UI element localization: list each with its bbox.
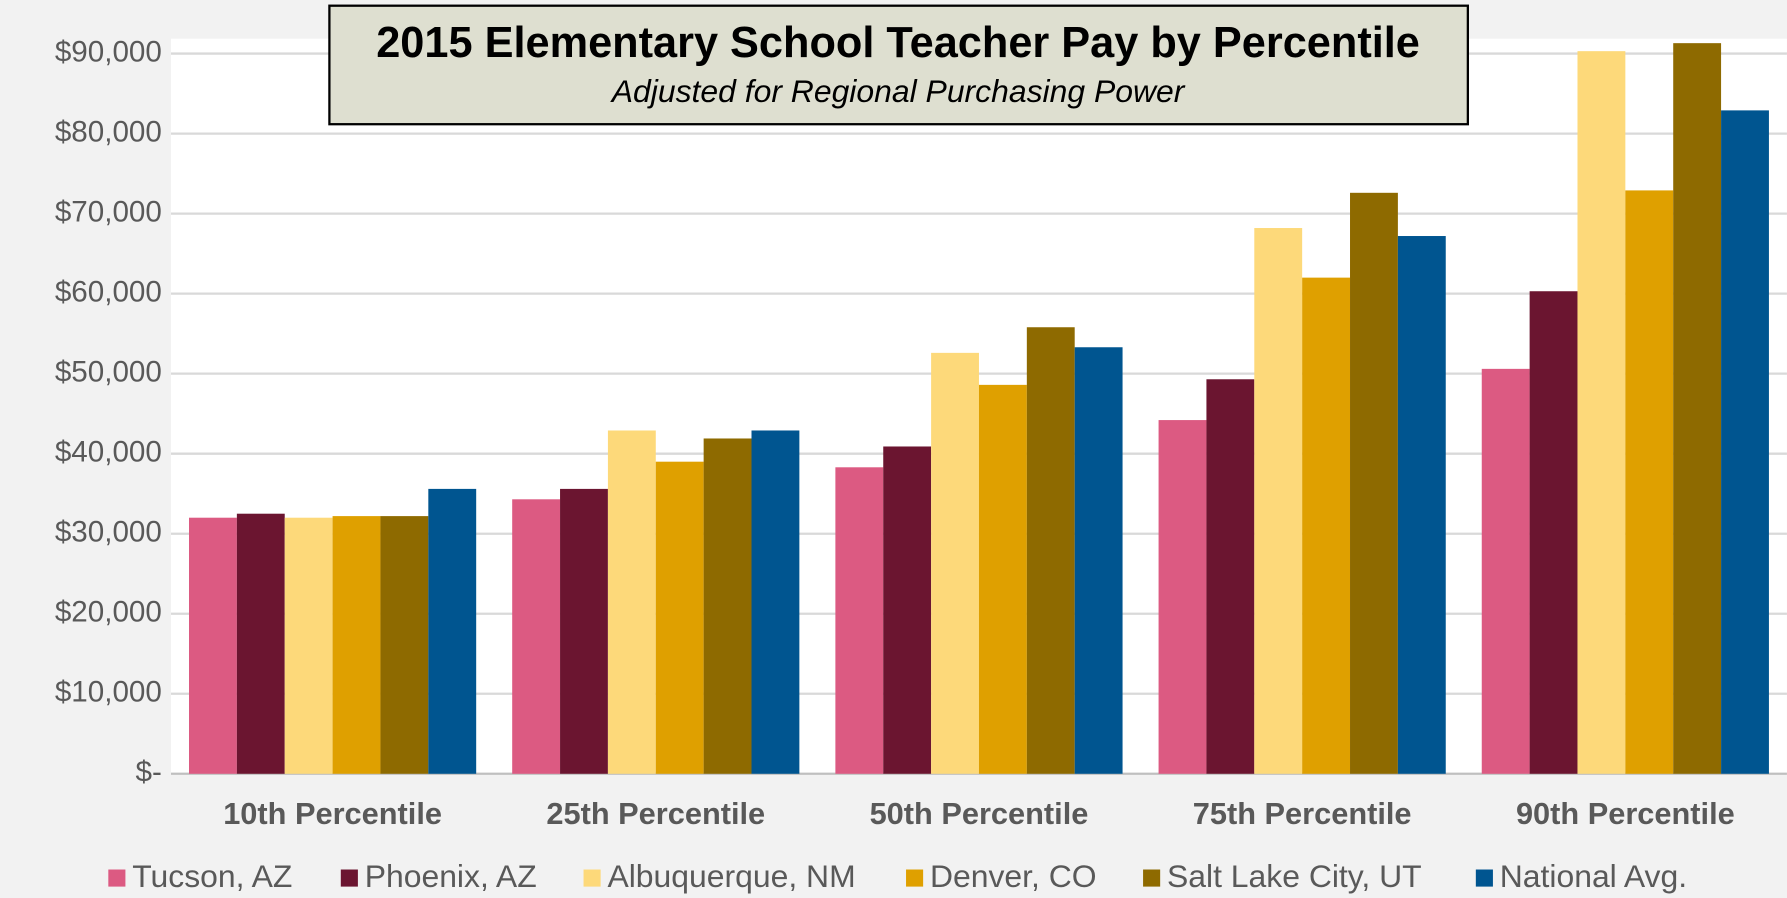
- bar: [1673, 43, 1722, 774]
- bar: [428, 488, 477, 774]
- bar: [1302, 277, 1351, 774]
- x-tick-label: 75th Percentile: [1193, 796, 1412, 831]
- x-tick-label: 50th Percentile: [870, 796, 1089, 831]
- bar: [978, 384, 1027, 774]
- legend-swatch: [906, 869, 924, 887]
- bar: [380, 516, 429, 774]
- legend-label: Denver, CO: [930, 858, 1097, 894]
- legend-label: Albuquerque, NM: [607, 858, 855, 894]
- bar: [1206, 379, 1255, 774]
- legend-swatch: [1475, 869, 1493, 887]
- bar: [835, 467, 884, 774]
- legend-swatch: [1143, 869, 1161, 887]
- y-tick-label: $40,000: [55, 436, 162, 469]
- x-tick-label: 90th Percentile: [1516, 796, 1735, 831]
- legend-swatch: [108, 869, 126, 887]
- bars: [189, 43, 1769, 774]
- bar: [332, 516, 381, 774]
- bar: [1529, 291, 1578, 774]
- bar: [284, 517, 333, 774]
- bar: [607, 430, 656, 774]
- bar: [703, 438, 752, 774]
- bar: [189, 517, 237, 774]
- y-tick-label: $60,000: [55, 275, 162, 308]
- bar: [1481, 368, 1530, 774]
- y-tick-label: $80,000: [55, 115, 162, 148]
- bar: [1625, 190, 1674, 774]
- y-tick-label: $20,000: [55, 596, 162, 629]
- y-tick-label: $30,000: [55, 516, 162, 549]
- legend-label: Phoenix, AZ: [365, 858, 537, 894]
- y-tick-label: $10,000: [55, 676, 162, 709]
- legend-swatch: [340, 869, 358, 887]
- title-box: [328, 4, 1469, 126]
- bar: [1254, 228, 1303, 774]
- bar: [883, 446, 932, 774]
- chart-title: 2015 Elementary School Teacher Pay by Pe…: [376, 19, 1420, 67]
- chart-subtitle: Adjusted for Regional Purchasing Power: [610, 73, 1186, 109]
- legend-label: National Avg.: [1500, 858, 1687, 894]
- legend-swatch: [583, 869, 601, 887]
- bar: [1577, 51, 1626, 774]
- bar: [512, 499, 561, 774]
- bar: [1350, 192, 1398, 774]
- bar: [560, 488, 608, 774]
- bar: [1026, 327, 1075, 774]
- bar: [236, 513, 285, 774]
- y-tick-label: $50,000: [55, 355, 162, 388]
- y-tick-label: $-: [136, 756, 162, 789]
- y-tick-label: $70,000: [55, 195, 162, 228]
- x-tick-label: 10th Percentile: [223, 796, 442, 831]
- bar: [931, 352, 979, 774]
- legend-label: Salt Lake City, UT: [1167, 858, 1422, 894]
- bar: [1721, 110, 1769, 774]
- bar: [1074, 347, 1123, 774]
- bar: [751, 430, 800, 774]
- legend-label: Tucson, AZ: [132, 858, 292, 894]
- x-tick-label: 25th Percentile: [546, 796, 765, 831]
- bar: [1158, 420, 1207, 774]
- bar: [655, 461, 704, 774]
- y-tick-label: $90,000: [55, 35, 162, 68]
- bar: [1397, 236, 1446, 774]
